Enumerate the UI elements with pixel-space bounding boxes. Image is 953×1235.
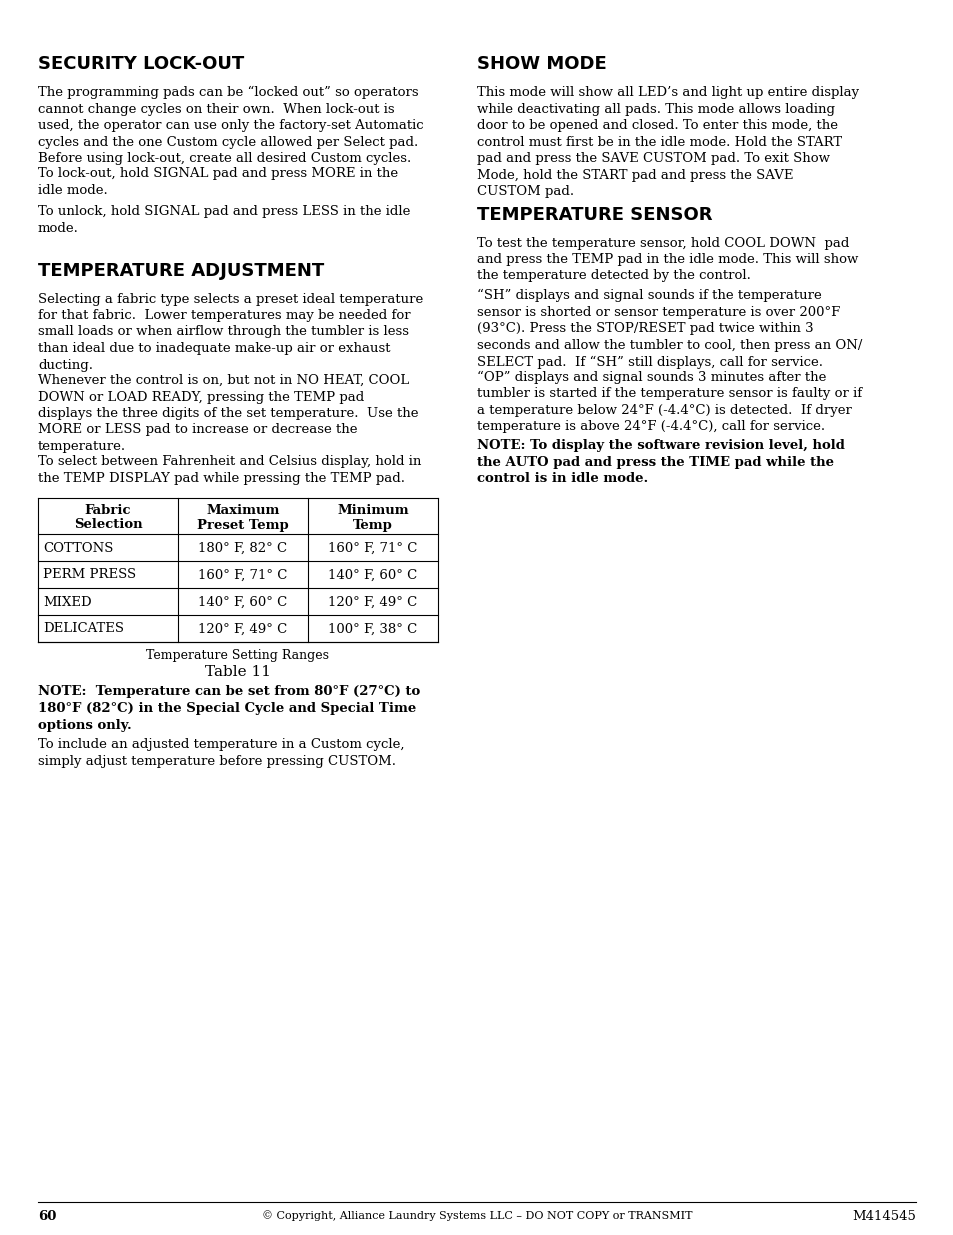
Text: MIXED: MIXED xyxy=(43,595,91,609)
Text: Whenever the control is on, but not in NO HEAT, COOL
DOWN or LOAD READY, pressin: Whenever the control is on, but not in N… xyxy=(38,374,418,453)
Text: 60: 60 xyxy=(38,1210,56,1223)
Text: NOTE:  Temperature can be set from 80°F (27°C) to
180°F (82°C) in the Special Cy: NOTE: Temperature can be set from 80°F (… xyxy=(38,685,420,731)
Text: 100° F, 38° C: 100° F, 38° C xyxy=(328,622,417,636)
Text: 140° F, 60° C: 140° F, 60° C xyxy=(198,595,287,609)
Text: COTTONS: COTTONS xyxy=(43,541,113,555)
Text: Fabric
Selection: Fabric Selection xyxy=(73,504,142,531)
Text: To lock-out, hold SIGNAL pad and press MORE in the
idle mode.: To lock-out, hold SIGNAL pad and press M… xyxy=(38,168,397,198)
Text: TEMPERATURE SENSOR: TEMPERATURE SENSOR xyxy=(476,205,712,224)
Text: “OP” displays and signal sounds 3 minutes after the
tumbler is started if the te: “OP” displays and signal sounds 3 minute… xyxy=(476,370,862,433)
Text: 120° F, 49° C: 120° F, 49° C xyxy=(198,622,287,636)
Text: M414545: M414545 xyxy=(851,1210,915,1223)
Text: To unlock, hold SIGNAL pad and press LESS in the idle
mode.: To unlock, hold SIGNAL pad and press LES… xyxy=(38,205,410,235)
Text: © Copyright, Alliance Laundry Systems LLC – DO NOT COPY or TRANSMIT: © Copyright, Alliance Laundry Systems LL… xyxy=(261,1210,692,1220)
Text: Minimum
Temp: Minimum Temp xyxy=(336,504,409,531)
Text: To test the temperature sensor, hold COOL DOWN  pad
and press the TEMP pad in th: To test the temperature sensor, hold COO… xyxy=(476,236,858,283)
Text: NOTE: To display the software revision level, hold
the AUTO pad and press the TI: NOTE: To display the software revision l… xyxy=(476,440,844,485)
Text: Temperature Setting Ranges: Temperature Setting Ranges xyxy=(147,650,329,662)
Text: 140° F, 60° C: 140° F, 60° C xyxy=(328,568,417,582)
Text: 160° F, 71° C: 160° F, 71° C xyxy=(328,541,417,555)
Text: Table 11: Table 11 xyxy=(205,666,271,679)
Text: 120° F, 49° C: 120° F, 49° C xyxy=(328,595,417,609)
Text: 180° F, 82° C: 180° F, 82° C xyxy=(198,541,287,555)
Text: SECURITY LOCK-OUT: SECURITY LOCK-OUT xyxy=(38,56,244,73)
Text: This mode will show all LED’s and light up entire display
while deactivating all: This mode will show all LED’s and light … xyxy=(476,86,859,198)
Text: 160° F, 71° C: 160° F, 71° C xyxy=(198,568,288,582)
Text: To select between Fahrenheit and Celsius display, hold in
the TEMP DISPLAY pad w: To select between Fahrenheit and Celsius… xyxy=(38,456,421,485)
Text: The programming pads can be “locked out” so operators
cannot change cycles on th: The programming pads can be “locked out”… xyxy=(38,86,423,165)
Text: TEMPERATURE ADJUSTMENT: TEMPERATURE ADJUSTMENT xyxy=(38,262,324,279)
Text: SHOW MODE: SHOW MODE xyxy=(476,56,606,73)
Text: Selecting a fabric type selects a preset ideal temperature
for that fabric.  Low: Selecting a fabric type selects a preset… xyxy=(38,293,423,372)
Text: PERM PRESS: PERM PRESS xyxy=(43,568,136,582)
Text: Maximum
Preset Temp: Maximum Preset Temp xyxy=(197,504,289,531)
Text: DELICATES: DELICATES xyxy=(43,622,124,636)
Text: To include an adjusted temperature in a Custom cycle,
simply adjust temperature : To include an adjusted temperature in a … xyxy=(38,739,404,767)
Text: “SH” displays and signal sounds if the temperature
sensor is shorted or sensor t: “SH” displays and signal sounds if the t… xyxy=(476,289,862,368)
